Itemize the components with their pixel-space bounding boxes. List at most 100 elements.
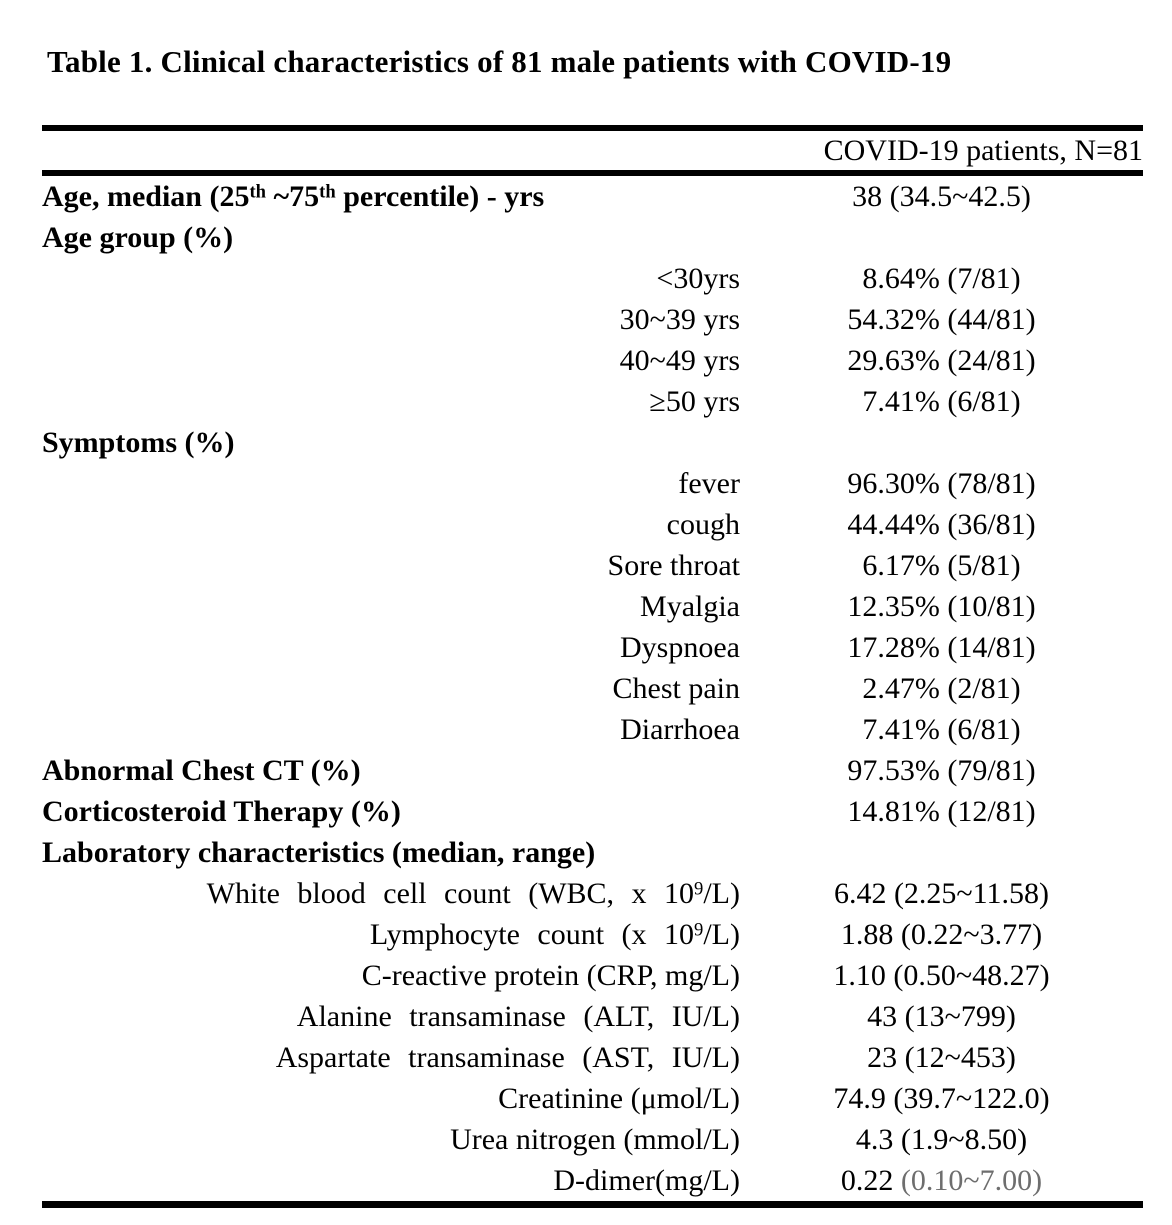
value-text: 1.10 (0.50~48.27) xyxy=(833,958,1050,992)
value-text: 17.28% (14/81) xyxy=(847,630,1036,664)
label-text: 30~39 yrs xyxy=(619,302,740,336)
row-label: 30~39 yrs xyxy=(42,299,740,340)
value-text: 7.41% (6/81) xyxy=(862,384,1021,418)
row-value xyxy=(740,832,1143,873)
label-text: Laboratory characteristics (median, rang… xyxy=(42,835,596,869)
value-text: 8.64% (7/81) xyxy=(862,261,1021,295)
row-value: 7.41% (6/81) xyxy=(740,381,1143,422)
row-value: 4.3 (1.9~8.50) xyxy=(740,1119,1143,1160)
table-row: Age, median (25th ~75th percentile) - yr… xyxy=(42,173,1143,217)
label-superscript: th xyxy=(319,181,336,203)
label-text: Abnormal Chest CT (%) xyxy=(42,753,361,787)
row-label-section: Corticosteroid Therapy (%) xyxy=(42,791,740,832)
table-row: Chest pain 2.47% (2/81) xyxy=(42,668,1143,709)
value-text: 43 (13~799) xyxy=(867,999,1016,1033)
label-text: D-dimer(mg/L) xyxy=(553,1163,740,1197)
row-label: 40~49 yrs xyxy=(42,340,740,381)
value-text: 54.32% (44/81) xyxy=(847,302,1036,336)
row-value: 29.63% (24/81) xyxy=(740,340,1143,381)
table-row: cough 44.44% (36/81) xyxy=(42,504,1143,545)
label-text: Sore throat xyxy=(607,548,740,582)
label-text: Alanine transaminase (ALT, IU/L) xyxy=(296,999,740,1033)
label-text: Myalgia xyxy=(640,589,740,623)
table-row: Laboratory characteristics (median, rang… xyxy=(42,832,1143,873)
table-title: Table 1. Clinical characteristics of 81 … xyxy=(47,44,952,79)
row-value xyxy=(740,422,1143,463)
row-value: 44.44% (36/81) xyxy=(740,504,1143,545)
label-text: /L) xyxy=(703,876,740,910)
label-text: Creatinine (μmol/L) xyxy=(498,1081,740,1115)
label-text: Aspartate transaminase (AST, IU/L) xyxy=(275,1040,740,1074)
label-text: Diarrhoea xyxy=(620,712,740,746)
row-label: ≥50 yrs xyxy=(42,381,740,422)
table-row: Diarrhoea 7.41% (6/81) xyxy=(42,709,1143,750)
row-label: Dyspnoea xyxy=(42,627,740,668)
row-label: D-dimer(mg/L) xyxy=(42,1160,740,1205)
table-row: Aspartate transaminase (AST, IU/L) 23 (12… xyxy=(42,1037,1143,1078)
row-label: White blood cell count (WBC, x 109/L) xyxy=(42,873,740,914)
label-text: /L) xyxy=(703,917,740,951)
value-text: 23 (12~453) xyxy=(867,1040,1016,1074)
table-row: Creatinine (μmol/L) 74.9 (39.7~122.0) xyxy=(42,1078,1143,1119)
row-value: 1.10 (0.50~48.27) xyxy=(740,955,1143,996)
value-text: 12.35% (10/81) xyxy=(847,589,1036,623)
row-value: 23 (12~453) xyxy=(740,1037,1143,1078)
row-value: 8.64% (7/81) xyxy=(740,258,1143,299)
label-text: Age, median (25 xyxy=(42,179,250,213)
table-row: fever 96.30% (78/81) xyxy=(42,463,1143,504)
label-text: White blood cell count (WBC, x 10 xyxy=(206,876,695,910)
value-text: 7.41% (6/81) xyxy=(862,712,1021,746)
table-row: Alanine transaminase (ALT, IU/L) 43 (13~7… xyxy=(42,996,1143,1037)
value-text: 44.44% (36/81) xyxy=(847,507,1036,541)
label-text: cough xyxy=(666,507,740,541)
row-label-section: Laboratory characteristics (median, rang… xyxy=(42,832,740,873)
label-text: Chest pain xyxy=(612,671,741,705)
label-text: Dyspnoea xyxy=(620,630,740,664)
label-text: C-reactive protein (CRP, mg/L) xyxy=(361,958,740,992)
row-label: <30yrs xyxy=(42,258,740,299)
table-row: White blood cell count (WBC, x 109/L) 6.4… xyxy=(42,873,1143,914)
value-text: 2.47% (2/81) xyxy=(862,671,1021,705)
value-text: 97.53% (79/81) xyxy=(847,753,1036,787)
row-label-section: Abnormal Chest CT (%) xyxy=(42,750,740,791)
row-label-section: Age group (%) xyxy=(42,217,740,258)
value-text: 38 (34.5~42.5) xyxy=(852,179,1031,213)
row-label-section: Symptoms (%) xyxy=(42,422,740,463)
row-value: 17.28% (14/81) xyxy=(740,627,1143,668)
row-label: fever xyxy=(42,463,740,504)
row-value: 97.53% (79/81) xyxy=(740,750,1143,791)
table-row: Dyspnoea 17.28% (14/81) xyxy=(42,627,1143,668)
row-label: Creatinine (μmol/L) xyxy=(42,1078,740,1119)
row-label-section: Age, median (25th ~75th percentile) - yr… xyxy=(42,173,740,217)
table-header-row: COVID-19 patients, N=81 xyxy=(42,128,1143,173)
row-value: 1.88 (0.22~3.77) xyxy=(740,914,1143,955)
row-value: 38 (34.5~42.5) xyxy=(740,173,1143,217)
table-row: Age group (%) xyxy=(42,217,1143,258)
row-value: 2.47% (2/81) xyxy=(740,668,1143,709)
clinical-characteristics-table: COVID-19 patients, N=81 Age, median (25t… xyxy=(42,125,1143,1208)
table-row: D-dimer(mg/L) 0.22 (0.10~7.00) xyxy=(42,1160,1143,1205)
table-row: Sore throat 6.17% (5/81) xyxy=(42,545,1143,586)
value-text: 6.42 (2.25~11.58) xyxy=(833,876,1050,910)
table-row: Urea nitrogen (mmol/L) 4.3 (1.9~8.50) xyxy=(42,1119,1143,1160)
label-text: ~75 xyxy=(266,179,320,213)
label-text: Corticosteroid Therapy (%) xyxy=(42,794,401,828)
table-row: 30~39 yrs 54.32% (44/81) xyxy=(42,299,1143,340)
row-value: 6.42 (2.25~11.58) xyxy=(740,873,1143,914)
row-label: C-reactive protein (CRP, mg/L) xyxy=(42,955,740,996)
header-empty-cell xyxy=(42,128,740,173)
row-value: 0.22 (0.10~7.00) xyxy=(740,1160,1143,1205)
label-text: <30yrs xyxy=(656,261,740,295)
label-text: percentile) - yrs xyxy=(335,179,545,213)
table-row: Myalgia 12.35% (10/81) xyxy=(42,586,1143,627)
table-row: Symptoms (%) xyxy=(42,422,1143,463)
value-text: 29.63% (24/81) xyxy=(847,343,1036,377)
label-text: ≥50 yrs xyxy=(649,384,740,418)
row-value: 14.81% (12/81) xyxy=(740,791,1143,832)
table-row: <30yrs 8.64% (7/81) xyxy=(42,258,1143,299)
row-label: Lymphocyte count (x 109/L) xyxy=(42,914,740,955)
label-superscript: th xyxy=(249,181,267,203)
label-text: Age group (%) xyxy=(42,220,234,254)
table-row: C-reactive protein (CRP, mg/L) 1.10 (0.50… xyxy=(42,955,1143,996)
label-superscript: 9 xyxy=(694,919,704,941)
